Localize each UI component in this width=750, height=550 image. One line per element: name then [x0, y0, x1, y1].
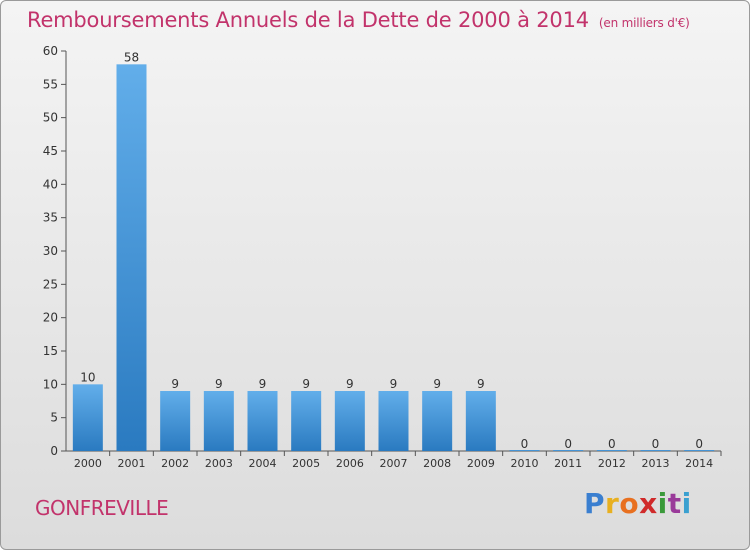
y-tick-label: 50 — [43, 111, 58, 125]
y-tick-label: 60 — [43, 44, 58, 58]
logo-letter: i — [657, 487, 668, 520]
y-tick-label: 10 — [43, 377, 58, 391]
y-tick-label: 25 — [43, 277, 58, 291]
y-tick-label: 0 — [50, 444, 58, 458]
y-tick-label: 40 — [43, 177, 58, 191]
y-tick-label: 55 — [43, 77, 58, 91]
x-tick-label: 2000 — [74, 457, 102, 470]
logo-letter: i — [681, 487, 692, 520]
data-label: 9 — [171, 377, 179, 391]
axes: 0 5 10 15 20 25 30 35 40 45 50 55 60 2000 2001 2002 2003… — [43, 44, 722, 470]
bar — [422, 391, 453, 451]
x-tick-label: 2001 — [118, 457, 146, 470]
bar — [72, 384, 103, 451]
bars: 10 58 9 9 9 9 9 9 9 9 0 0 0 0 0 — [72, 50, 715, 452]
chart-subtitle: (en milliers d'€) — [598, 16, 690, 30]
x-tick-label: 2006 — [336, 457, 364, 470]
bar — [247, 391, 278, 451]
data-label: 9 — [390, 377, 398, 391]
y-tick-label: 30 — [43, 244, 58, 258]
bar — [378, 391, 409, 451]
place-name: GONFREVILLE — [35, 496, 169, 520]
bar — [640, 450, 671, 451]
x-tick-label: 2008 — [423, 457, 451, 470]
logo-letter: x — [639, 487, 658, 520]
data-label: 0 — [652, 437, 660, 451]
bar — [291, 391, 322, 451]
bar — [684, 450, 715, 451]
bar — [509, 450, 540, 451]
x-tick-label: 2002 — [161, 457, 189, 470]
bar — [465, 391, 496, 451]
y-tick-label: 20 — [43, 311, 58, 325]
data-label: 10 — [80, 370, 95, 384]
data-label: 58 — [124, 50, 139, 64]
proxiti-logo: Proxiti — [584, 487, 692, 520]
x-tick-label: 2003 — [205, 457, 233, 470]
x-tick-label: 2004 — [249, 457, 277, 470]
x-tick-label: 2011 — [554, 457, 582, 470]
data-label: 9 — [346, 377, 354, 391]
x-tick-label: 2014 — [685, 457, 713, 470]
x-tick-label: 2013 — [642, 457, 670, 470]
bar — [334, 391, 365, 451]
bar — [160, 391, 191, 451]
bar — [116, 64, 147, 452]
data-label: 9 — [259, 377, 267, 391]
x-tick-label: 2005 — [292, 457, 320, 470]
bar — [596, 450, 627, 451]
x-tick-label: 2007 — [380, 457, 408, 470]
logo-letter: o — [619, 487, 640, 520]
y-tick-label: 35 — [43, 211, 58, 225]
data-label: 9 — [302, 377, 310, 391]
logo-letter: P — [584, 487, 606, 520]
data-label: 0 — [695, 437, 703, 451]
data-label: 0 — [564, 437, 572, 451]
title-text: Remboursements Annuels de la Dette de 20… — [27, 8, 589, 32]
x-tick-label: 2012 — [598, 457, 626, 470]
x-tick-label: 2009 — [467, 457, 495, 470]
chart-title: Remboursements Annuels de la Dette de 20… — [27, 8, 690, 32]
data-label: 9 — [215, 377, 223, 391]
logo-letter: t — [667, 487, 682, 520]
y-tick-label: 45 — [43, 144, 58, 158]
data-label: 0 — [521, 437, 529, 451]
bar — [203, 391, 234, 451]
data-label: 9 — [433, 377, 441, 391]
bar — [553, 450, 584, 451]
data-label: 9 — [477, 377, 485, 391]
x-tick-label: 2010 — [511, 457, 539, 470]
y-tick-label: 5 — [50, 411, 58, 425]
y-tick-label: 15 — [43, 344, 58, 358]
logo-letter: r — [605, 487, 620, 520]
data-label: 0 — [608, 437, 616, 451]
